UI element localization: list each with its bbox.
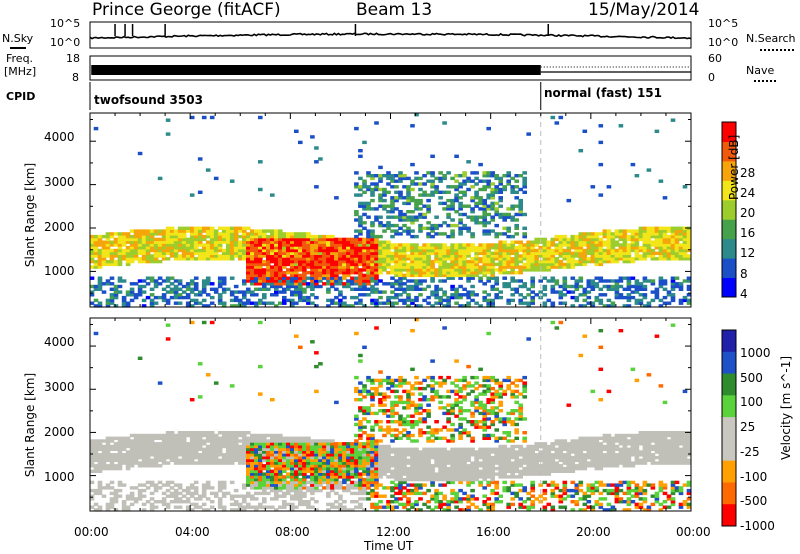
xtick-20: 20:00	[576, 525, 611, 539]
nave-top-tick: 60	[708, 52, 722, 65]
xtick-00-end: 00:00	[676, 525, 711, 539]
velocity-ytick-1000: 1000	[44, 470, 75, 484]
date-label: 15/May/2014	[588, 0, 700, 20]
x-axis-label: Time UT	[364, 539, 414, 553]
xtick-00-start: 00:00	[74, 525, 109, 539]
velocity-colorbar-swatch	[722, 504, 736, 527]
vel-cbar-tick-neg100: -100	[740, 470, 768, 484]
velocity-colorbar-swatch	[722, 438, 736, 462]
power-colorbar-swatch	[722, 180, 736, 201]
nave-legend-line	[754, 80, 776, 82]
freq-panel-frame	[89, 55, 692, 81]
vel-cbar-tick-neg25: -25	[740, 445, 760, 459]
power-ytick-3000: 3000	[44, 175, 75, 189]
power-colorbar-swatch	[722, 277, 736, 298]
n-search-label: N.Search	[746, 32, 796, 45]
power-ytick-1000: 1000	[44, 264, 75, 278]
cpid-label: CPID	[6, 90, 36, 103]
beam-label: Beam 13	[356, 0, 433, 20]
power-colorbar-swatch	[722, 122, 736, 142]
power-ytick-2000: 2000	[44, 220, 75, 234]
cpid-segment-2: normal (fast) 151	[544, 86, 662, 100]
xtick-12: 12:00	[376, 525, 411, 539]
vel-cbar-tick-25: 25	[740, 420, 756, 434]
vel-cbar-tick-neg500: -500	[740, 494, 768, 508]
velocity-ytick-4000: 4000	[44, 335, 75, 349]
noise-right-bottom-tick: 10^0	[708, 36, 739, 49]
noise-left-top-tick: 10^5	[50, 17, 81, 30]
n-sky-label: N.Sky	[2, 32, 34, 45]
velocity-data-cells	[89, 318, 692, 512]
xtick-08: 08:00	[275, 525, 310, 539]
frequency-bar	[91, 65, 541, 75]
velocity-colorbar-swatch	[722, 395, 736, 418]
n-sky-legend-line	[10, 47, 26, 49]
power-colorbar-label: Power [dB]	[727, 134, 741, 200]
freq-unit-label: [MHz]	[4, 65, 37, 78]
vel-cbar-tick-100: 100	[740, 395, 763, 409]
xtick-04: 04:00	[175, 525, 210, 539]
velocity-colorbar-swatch	[722, 417, 736, 440]
power-cbar-tick-12: 12	[740, 246, 756, 260]
power-colorbar-swatch	[722, 199, 736, 220]
site-title: Prince George (fitACF)	[92, 0, 281, 20]
freq-top-tick: 18	[66, 52, 80, 65]
power-colorbar-swatch	[722, 160, 736, 181]
n-search-legend-line	[760, 49, 794, 51]
velocity-panel-ylabel: Slant Range [km]	[23, 372, 38, 478]
n-sky-line	[89, 32, 692, 40]
power-cbar-tick-4: 4	[740, 287, 748, 301]
velocity-colorbar-swatch	[722, 330, 736, 353]
power-data-cells	[89, 113, 692, 308]
velocity-colorbar-swatch	[722, 373, 736, 396]
power-cbar-tick-24: 24	[740, 186, 756, 200]
velocity-colorbar-swatch	[722, 460, 736, 483]
power-cbar-tick-16: 16	[740, 226, 756, 240]
xtick-16: 16:00	[476, 525, 511, 539]
vel-cbar-tick-neg1000: -1000	[740, 519, 775, 533]
power-cbar-tick-20: 20	[740, 206, 756, 220]
power-colorbar-frame	[721, 121, 737, 298]
vel-cbar-tick-500: 500	[740, 371, 763, 385]
velocity-colorbar-label: Velocity [m s^-1]	[779, 355, 793, 460]
power-colorbar-swatch	[722, 141, 736, 162]
vel-cbar-tick-1000: 1000	[740, 346, 771, 360]
velocity-colorbar-swatch	[722, 482, 736, 505]
freq-bottom-tick: 8	[72, 71, 79, 84]
power-ytick-4000: 4000	[44, 130, 75, 144]
power-cbar-tick-28: 28	[740, 166, 756, 180]
velocity-ytick-2000: 2000	[44, 425, 75, 439]
cpid-segment-1: twofsound 3503	[94, 93, 203, 107]
power-cbar-tick-8: 8	[740, 267, 748, 281]
freq-label: Freq.	[6, 52, 34, 65]
power-colorbar-swatch	[722, 258, 736, 279]
noise-left-bottom-tick: 10^0	[50, 36, 81, 49]
velocity-colorbar-frame	[721, 329, 737, 527]
power-colorbar-swatch	[722, 238, 736, 259]
velocity-ytick-3000: 3000	[44, 380, 75, 394]
nave-label: Nave	[746, 64, 775, 77]
velocity-colorbar-swatch	[722, 351, 736, 375]
noise-right-top-tick: 10^5	[708, 17, 739, 30]
noise-panel-frame	[89, 21, 692, 49]
nave-bottom-tick: 0	[708, 71, 715, 84]
power-colorbar-swatch	[722, 219, 736, 240]
power-panel-ylabel: Slant Range [km]	[23, 162, 38, 268]
